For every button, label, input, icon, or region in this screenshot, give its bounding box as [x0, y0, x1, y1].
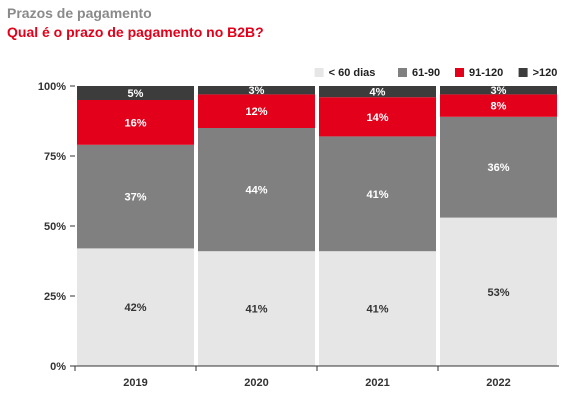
bar-segment [77, 144, 194, 249]
bar-segment [198, 128, 315, 252]
y-tick-label: 0% [50, 361, 66, 373]
data-label: 14% [366, 112, 388, 124]
legend-label: >120 [533, 67, 558, 79]
data-label: 44% [245, 185, 267, 197]
y-tick-label: 50% [44, 221, 66, 233]
bar-segment [198, 86, 315, 95]
x-axis: 2019 2020 2021 2022 [74, 365, 559, 389]
data-label: 8% [491, 101, 507, 113]
bar-segment [319, 136, 436, 252]
legend-label: < 60 dias [329, 67, 376, 79]
data-label: 3% [491, 85, 507, 97]
data-label: 42% [124, 302, 146, 314]
bar-segment [319, 86, 436, 98]
chart-title: Prazos de pagamento [7, 5, 152, 21]
legend-label: 91-120 [469, 67, 503, 79]
legend: < 60 dias 61-90 91-120 >120 [314, 67, 558, 79]
bar-segment [77, 100, 194, 145]
bars: 42% 37% 16% 5% 41% 44% 12% 3% 41% 41% 14% 4% 53% 36% 8… [77, 85, 557, 366]
data-label: 36% [487, 162, 509, 174]
legend-label: 61-90 [412, 67, 440, 79]
data-label: 3% [249, 85, 265, 97]
bar-segment [198, 251, 315, 366]
bar-segment [198, 94, 315, 128]
data-label: 41% [366, 189, 388, 201]
x-tick-label: 2021 [365, 377, 389, 389]
x-tick-label: 2020 [244, 377, 268, 389]
bar-segment [440, 217, 557, 366]
data-label: 37% [124, 192, 146, 204]
x-tick-label: 2019 [123, 377, 147, 389]
y-tick-label: 75% [44, 151, 66, 163]
legend-swatch [398, 68, 407, 77]
bar-segment [319, 97, 436, 137]
data-label: 12% [245, 106, 267, 118]
y-axis: 0% 25% 50% 75% 100% [38, 81, 75, 373]
legend-swatch [314, 68, 324, 77]
bar-segment [440, 86, 557, 95]
chart-subtitle: Qual é o prazo de pagamento no B2B? [7, 24, 264, 40]
legend-swatch [518, 68, 528, 77]
data-label: 16% [124, 117, 146, 129]
bar-segment [440, 116, 557, 218]
bar-segment [77, 248, 194, 366]
data-label: 53% [487, 287, 509, 299]
data-label: 41% [245, 304, 267, 316]
data-label: 41% [366, 304, 388, 316]
data-label: 4% [370, 87, 386, 99]
bar-segment [319, 251, 436, 366]
y-tick-label: 100% [38, 81, 66, 93]
bar-segment [77, 86, 194, 100]
data-label: 5% [128, 88, 144, 100]
y-tick-label: 25% [44, 291, 66, 303]
legend-swatch [455, 68, 464, 77]
x-tick-label: 2022 [486, 377, 510, 389]
bar-segment [440, 94, 557, 117]
